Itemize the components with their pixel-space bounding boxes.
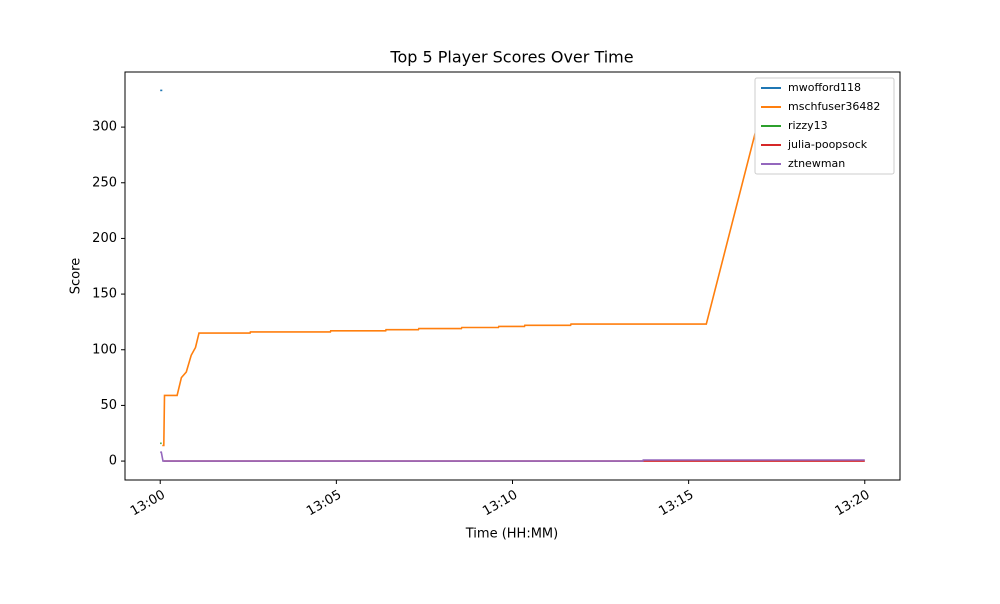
- y-tick-label: 200: [92, 231, 117, 246]
- legend-label: rizzy13: [788, 119, 828, 132]
- plot-area: [160, 89, 865, 462]
- y-tick-label: 100: [92, 342, 117, 357]
- legend-box: [754, 77, 895, 175]
- series-line: [162, 89, 865, 447]
- series-line: [160, 451, 865, 462]
- y-tick-label: 50: [100, 398, 117, 413]
- legend-label: ztnewman: [788, 157, 845, 170]
- legend-label: julia-poopsock: [787, 138, 868, 151]
- y-tick-label: 0: [109, 454, 117, 469]
- legend-label: mwofford118: [788, 81, 861, 94]
- y-tick-label: 250: [92, 175, 117, 190]
- x-axis-label: Time (HH:MM): [465, 527, 558, 542]
- y-tick-label: 150: [92, 287, 117, 302]
- y-axis-label: Score: [69, 258, 84, 294]
- y-tick-label: 300: [92, 120, 117, 135]
- legend: mwofford118 mschfuser36482 rizzy13 julia-po…: [754, 77, 895, 175]
- chart-title: Top 5 Player Scores Over Time: [389, 48, 633, 67]
- legend-label: mschfuser36482: [788, 100, 880, 113]
